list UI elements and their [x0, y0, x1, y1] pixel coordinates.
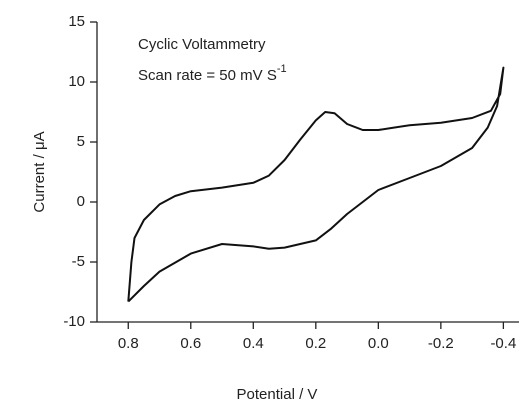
x-tick-label: 0.4 — [243, 335, 264, 352]
y-tick-label: 10 — [68, 73, 85, 90]
y-axis-label: Current / μA — [31, 131, 48, 212]
annotation: Scan rate = 50 mV S-1 — [138, 63, 287, 84]
x-tick-label: -0.4 — [490, 335, 516, 352]
x-tick-label: -0.2 — [428, 335, 454, 352]
annotation-superscript: -1 — [277, 63, 287, 75]
x-axis-label: Potential / V — [237, 386, 318, 403]
x-tick-label: 0.8 — [118, 335, 139, 352]
cv-curve — [127, 66, 505, 303]
y-tick-label: 15 — [68, 13, 85, 30]
x-tick-label: 0.6 — [180, 335, 201, 352]
annotation: Cyclic Voltammetry — [138, 36, 266, 53]
y-tick-label: 5 — [77, 133, 85, 150]
y-tick-label: 0 — [77, 193, 85, 210]
x-tick-label: 0.0 — [368, 335, 389, 352]
y-tick-label: -10 — [63, 313, 85, 330]
annotation-text: Scan rate = 50 mV S — [138, 67, 277, 84]
y-tick-label: -5 — [72, 253, 85, 270]
x-tick-label: 0.2 — [305, 335, 326, 352]
